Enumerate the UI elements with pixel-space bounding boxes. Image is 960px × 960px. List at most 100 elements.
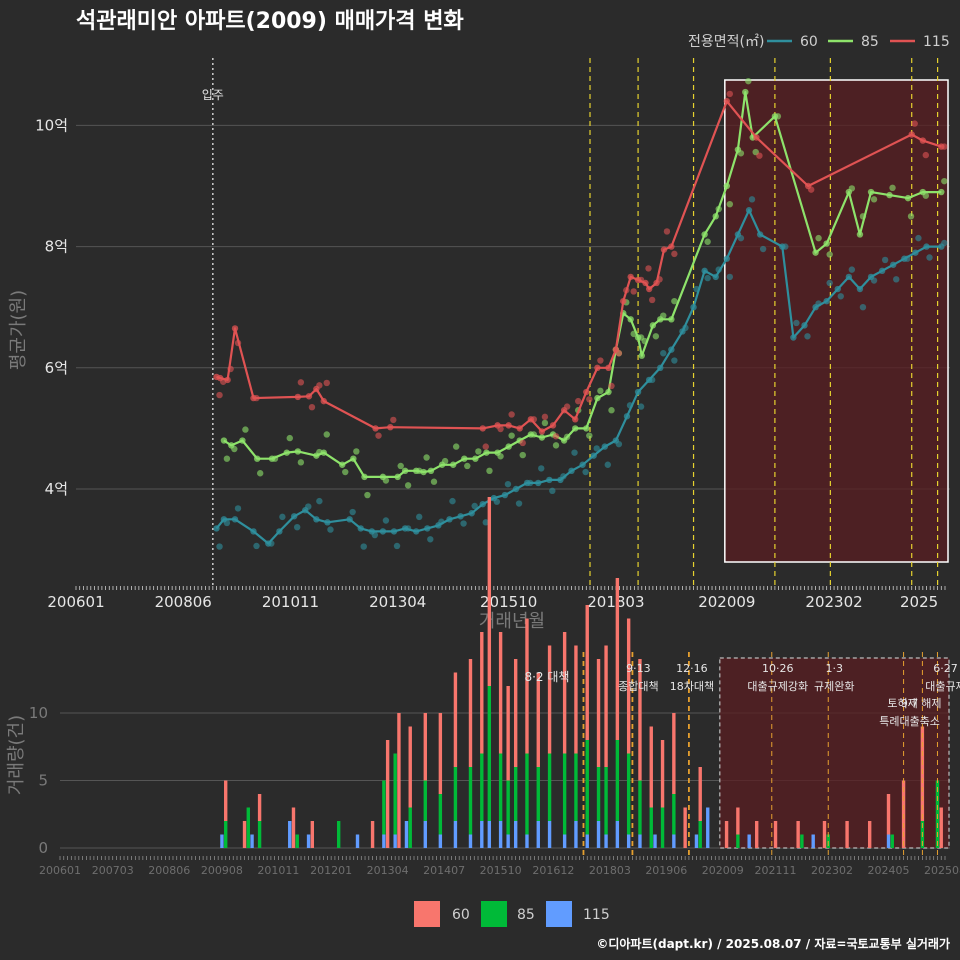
bottom-x-tick-label: 201407 <box>423 864 465 877</box>
point-85 <box>452 443 460 450</box>
point-115 <box>630 288 637 295</box>
x-tick-label: 202009 <box>698 593 755 611</box>
bottom-x-tick-label: 201304 <box>367 864 409 877</box>
point-60 <box>316 497 323 505</box>
point-60 <box>213 525 220 532</box>
point-115 <box>479 425 486 432</box>
point-85 <box>870 196 878 203</box>
point-115 <box>645 265 652 272</box>
point-60 <box>941 239 948 247</box>
point-60 <box>571 449 578 456</box>
top-policy-lines <box>589 58 939 586</box>
point-60 <box>349 508 356 516</box>
bar-60 <box>513 659 518 767</box>
point-60 <box>471 502 478 510</box>
bar-115 <box>423 821 427 848</box>
bar-85 <box>638 780 642 835</box>
point-115 <box>656 276 663 283</box>
point-60 <box>438 518 445 525</box>
point-60 <box>493 498 501 505</box>
bar-115 <box>672 834 676 848</box>
point-60 <box>579 461 586 468</box>
point-60 <box>837 293 844 300</box>
point-115 <box>623 287 630 294</box>
point-85 <box>627 316 634 323</box>
legend-swatch-60 <box>414 901 440 927</box>
point-85 <box>364 491 371 499</box>
bottom-x-tick-label: 200601 <box>39 864 81 877</box>
point-85 <box>256 470 264 477</box>
bar-85 <box>336 821 341 848</box>
point-85 <box>223 455 231 462</box>
point-85 <box>397 462 404 470</box>
point-60 <box>856 285 864 293</box>
point-85 <box>486 467 493 475</box>
point-60 <box>393 542 401 550</box>
point-115 <box>594 364 601 371</box>
point-115 <box>726 90 734 98</box>
point-60 <box>216 543 223 550</box>
point-85 <box>253 455 261 462</box>
bar-60 <box>242 821 247 848</box>
point-115 <box>308 403 316 411</box>
point-85 <box>353 448 360 455</box>
point-60 <box>293 523 301 531</box>
bottom-x-tick-label: 201803 <box>589 864 631 877</box>
point-115 <box>320 397 327 405</box>
point-60 <box>327 526 334 533</box>
point-115 <box>508 411 515 418</box>
point-60 <box>371 531 379 539</box>
point-115 <box>648 296 656 304</box>
point-115 <box>941 143 948 150</box>
point-85 <box>823 240 830 247</box>
point-60 <box>593 445 600 452</box>
bar-85 <box>800 834 804 848</box>
bottom-y-tick-label: 0 <box>38 839 48 857</box>
policy-label: 종합대책 <box>618 680 658 693</box>
point-60 <box>926 254 933 261</box>
bar-60 <box>638 659 642 781</box>
point-115 <box>541 413 549 421</box>
point-60 <box>535 479 542 487</box>
point-85 <box>220 437 228 444</box>
point-85 <box>889 184 896 192</box>
bar-115 <box>574 821 578 848</box>
bar-60 <box>525 618 529 754</box>
bar-115 <box>288 821 292 848</box>
move-in-marker: 입주 <box>202 58 224 586</box>
point-60 <box>515 500 523 507</box>
point-60 <box>268 540 275 547</box>
point-85 <box>505 443 512 450</box>
top-x-ticks <box>75 586 946 590</box>
bar-85 <box>626 753 631 835</box>
point-85 <box>497 453 504 460</box>
point-115 <box>597 357 604 364</box>
bar-115 <box>382 834 386 848</box>
bar-60 <box>615 578 620 740</box>
bar-60 <box>423 713 427 781</box>
bar-85 <box>468 767 473 835</box>
point-115 <box>668 243 675 250</box>
bar-60 <box>867 821 872 848</box>
point-85 <box>483 449 490 456</box>
point-85 <box>294 448 302 455</box>
point-115 <box>497 425 504 433</box>
bottom-x-tick-label: 202405 <box>868 864 910 877</box>
point-85 <box>286 434 293 442</box>
point-60 <box>715 266 722 273</box>
bar-60 <box>291 807 296 848</box>
point-85 <box>826 251 833 258</box>
bar-85 <box>246 807 250 848</box>
bar-60 <box>468 659 473 767</box>
bar-60 <box>683 807 687 848</box>
policy-date: 6·27 <box>933 662 958 675</box>
top-highlight-box <box>724 79 949 563</box>
point-60 <box>305 503 312 510</box>
bar-85 <box>547 753 552 821</box>
bar-115 <box>453 821 458 848</box>
point-85 <box>239 437 246 444</box>
y-tick-label: 8억 <box>45 238 68 256</box>
point-60 <box>615 440 623 448</box>
legend-bottom: 60 85 115 <box>414 901 610 927</box>
point-115 <box>908 131 915 138</box>
